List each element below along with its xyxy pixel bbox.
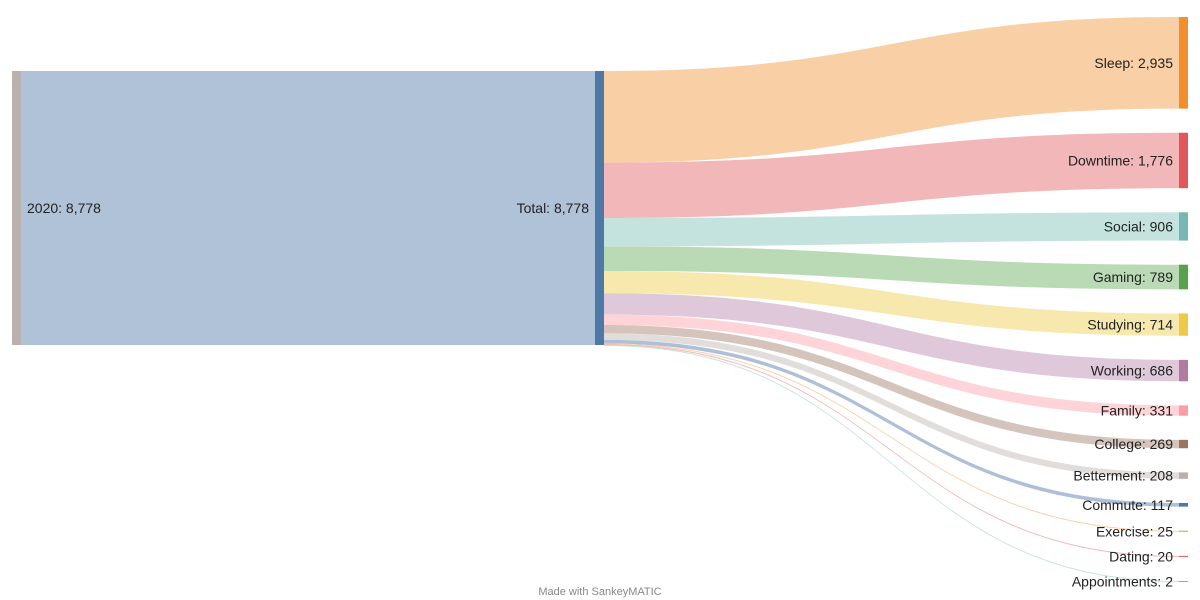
label-betterment: Betterment: 208 xyxy=(1073,468,1173,484)
flow-dating xyxy=(604,344,1179,557)
label-working: Working: 686 xyxy=(1091,363,1173,379)
flow-sleep xyxy=(604,17,1179,163)
flow-studying xyxy=(604,270,1179,336)
node-dating xyxy=(1179,555,1188,557)
footer-credit: Made with SankeyMATIC xyxy=(538,586,661,598)
label-sleep: Sleep: 2,935 xyxy=(1094,55,1173,71)
labels-group: 2020: 8,778 Total: 8,778 Sleep: 2,935 Downt… xyxy=(27,55,1173,590)
flow-social xyxy=(604,212,1179,247)
flow-appointments xyxy=(604,344,1179,582)
label-social: Social: 906 xyxy=(1104,218,1173,234)
node-downtime xyxy=(1179,132,1188,189)
node-appointments xyxy=(1179,581,1188,582)
label-gaming: Gaming: 789 xyxy=(1093,269,1173,285)
label-exercise: Exercise: 25 xyxy=(1096,523,1173,539)
flow-commute xyxy=(604,339,1179,507)
label-total: Total: 8,778 xyxy=(517,200,590,216)
node-working xyxy=(1179,359,1188,382)
label-studying: Studying: 714 xyxy=(1087,317,1173,333)
label-2020: 2020: 8,778 xyxy=(27,200,101,216)
label-downtime: Downtime: 1,776 xyxy=(1068,152,1173,168)
flow-downtime xyxy=(604,132,1179,219)
flow-working xyxy=(604,293,1179,382)
flow-family xyxy=(604,314,1179,416)
flows-group xyxy=(21,17,1179,582)
node-exercise xyxy=(1179,530,1188,532)
label-commute: Commute: 117 xyxy=(1082,497,1173,513)
flow-gaming xyxy=(604,246,1179,290)
node-college xyxy=(1179,439,1188,449)
flow-college xyxy=(604,324,1179,449)
node-betterment xyxy=(1179,472,1188,479)
node-family xyxy=(1179,405,1188,416)
label-dating: Dating: 20 xyxy=(1109,548,1173,564)
nodes-group xyxy=(12,17,1188,582)
node-2020 xyxy=(12,71,21,345)
node-studying xyxy=(1179,313,1188,336)
node-gaming xyxy=(1179,264,1188,290)
node-sleep xyxy=(1179,17,1188,109)
node-commute xyxy=(1179,502,1188,507)
node-social xyxy=(1179,212,1188,241)
node-total xyxy=(595,71,604,345)
label-family: Family: 331 xyxy=(1101,403,1174,419)
flow-source-to-total xyxy=(21,71,595,345)
label-college: College: 269 xyxy=(1094,436,1173,452)
flow-betterment xyxy=(604,333,1179,479)
flow-exercise xyxy=(604,343,1179,532)
label-appointments: Appointments: 2 xyxy=(1072,574,1173,590)
